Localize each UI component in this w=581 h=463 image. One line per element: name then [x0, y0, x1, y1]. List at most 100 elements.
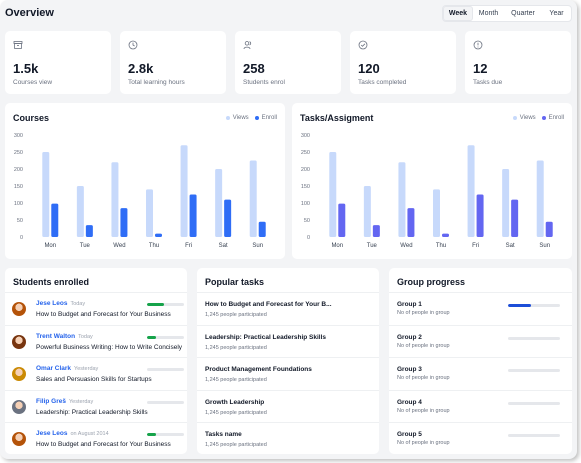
- student-name[interactable]: Jese Leos on August 2014: [36, 430, 109, 437]
- student-time: Today: [78, 333, 93, 340]
- student-course: How to Budget and Forecast for Your Busi…: [36, 311, 171, 318]
- bar-views[interactable]: [502, 169, 510, 237]
- bar-views[interactable]: [146, 189, 153, 237]
- y-tick-label: 150: [14, 184, 23, 190]
- student-name-text: Jese Leos: [36, 300, 68, 307]
- task-name: Leadership: Practical Leadership Skills: [205, 333, 327, 341]
- student-course: Powerful Business Writing: How to Write …: [36, 343, 183, 351]
- bar-views[interactable]: [215, 169, 223, 237]
- student-row[interactable]: Omar Clark Yesterday Sales and Persuasion …: [5, 357, 187, 390]
- bar-enroll[interactable]: [258, 221, 266, 237]
- student-row[interactable]: Trent Walton Today Powerful Business Writi…: [5, 324, 187, 358]
- bar-enroll[interactable]: [155, 233, 162, 237]
- stat-card-students-enrol: 258 Students enrol: [235, 31, 341, 94]
- tab-year[interactable]: Year: [549, 10, 564, 17]
- legend-item-views[interactable]: Views: [225, 115, 249, 121]
- stat-label: Courses view: [13, 79, 53, 86]
- stat-label: Students enrol: [243, 79, 285, 86]
- student-progress-fill: [147, 303, 164, 306]
- bar-enroll[interactable]: [442, 233, 449, 237]
- task-name: Product Management Foundations: [205, 366, 312, 373]
- group-meta: No of people in group: [397, 407, 450, 414]
- bar-views[interactable]: [433, 189, 440, 237]
- student-name[interactable]: Trent Walton Today: [36, 333, 93, 340]
- y-tick-label: 200: [14, 167, 23, 173]
- bar-enroll[interactable]: [511, 199, 519, 237]
- y-tick-label: 50: [304, 218, 310, 224]
- group-progress-bar: [508, 369, 560, 372]
- bar-views[interactable]: [329, 152, 337, 237]
- student-row[interactable]: Jese Leos on August 2014 How to Budget and…: [5, 422, 187, 454]
- bar-enroll[interactable]: [338, 203, 346, 237]
- x-tick-label: Wed: [400, 243, 412, 249]
- bar-enroll[interactable]: [476, 194, 484, 238]
- group-row[interactable]: Group 1 No of people in group: [389, 292, 572, 325]
- bar-views[interactable]: [536, 160, 544, 238]
- bar-views[interactable]: [111, 162, 119, 237]
- group-row[interactable]: Group 5 No of people in group: [389, 422, 572, 454]
- bar-enroll[interactable]: [372, 225, 380, 237]
- task-row[interactable]: Growth Leadership 1,245 people participat…: [197, 389, 379, 423]
- archive-icon: [13, 41, 23, 49]
- bar-views[interactable]: [398, 162, 406, 237]
- group-row[interactable]: Group 3 No of people in group: [389, 357, 572, 390]
- x-tick-label: Thu: [149, 243, 159, 249]
- bar-enroll[interactable]: [407, 208, 415, 237]
- group-row[interactable]: Group 2 No of people in group: [389, 324, 572, 358]
- group-name: Group 1: [397, 301, 422, 308]
- bar-enroll[interactable]: [85, 225, 93, 237]
- y-tick-label: 250: [14, 150, 23, 156]
- task-row[interactable]: Leadership: Practical Leadership Skills 1…: [197, 324, 379, 358]
- tab-quarter[interactable]: Quarter: [511, 10, 535, 17]
- bar-views[interactable]: [42, 152, 50, 237]
- student-time: on August 2014: [70, 431, 109, 437]
- student-name[interactable]: Jese Leos Today: [36, 300, 85, 307]
- stat-label: Tasks completed: [358, 79, 407, 86]
- bar-views[interactable]: [363, 186, 371, 237]
- bar-enroll[interactable]: [545, 221, 553, 237]
- stat-value: 120: [358, 61, 380, 76]
- task-row[interactable]: How to Budget and Forecast for Your B...…: [197, 292, 379, 325]
- users-icon: [243, 41, 252, 50]
- x-tick-label: Fri: [185, 243, 192, 249]
- legend-item-enroll[interactable]: Enroll: [254, 115, 277, 121]
- group-progress-bar: [508, 336, 560, 340]
- chart-title: Courses: [13, 113, 50, 123]
- group-progress-bar: [508, 434, 560, 437]
- bar-views[interactable]: [467, 145, 475, 237]
- task-row[interactable]: Tasks name 1,245 people participated: [197, 422, 379, 454]
- tab-week[interactable]: Week: [443, 6, 473, 21]
- chart-legend: Views Enroll: [225, 115, 277, 121]
- task-row[interactable]: Product Management Foundations 1,245 peop…: [197, 357, 379, 390]
- x-tick-label: Mon: [331, 243, 343, 249]
- bar-enroll[interactable]: [51, 203, 59, 237]
- stat-card-courses-view: 1.5k Courses view: [5, 31, 111, 94]
- tab-month[interactable]: Month: [478, 10, 499, 17]
- task-participants: 1,245 people participated: [205, 312, 267, 318]
- alert-circle-icon: [473, 40, 483, 50]
- bar-enroll[interactable]: [189, 194, 197, 238]
- student-row[interactable]: Jese Leos Today How to Budget and Forecast…: [5, 292, 187, 325]
- group-row[interactable]: Group 4 No of people in group: [389, 389, 572, 423]
- legend-item-views[interactable]: Views: [512, 115, 536, 121]
- bar-views[interactable]: [76, 186, 84, 237]
- task-name: Tasks name: [205, 431, 242, 438]
- bar-views[interactable]: [249, 160, 257, 238]
- courses-bar-chart: 0 50 100 150 200 250 300 Mon Tue Wed Thu Fri Sat Sun: [14, 133, 266, 249]
- legend-dot: [225, 116, 230, 120]
- legend-label: Enroll: [548, 115, 564, 121]
- bar-views[interactable]: [180, 145, 188, 237]
- avatar: [12, 399, 26, 414]
- bar-enroll[interactable]: [120, 208, 128, 237]
- student-name[interactable]: Omar Clark Yesterday: [36, 365, 98, 372]
- student-progress-bar: [147, 400, 184, 404]
- stat-label: Tasks due: [473, 79, 503, 86]
- legend-item-enroll[interactable]: Enroll: [541, 115, 564, 121]
- legend-dot: [512, 116, 517, 120]
- legend-label: Views: [232, 115, 249, 121]
- tasks-chart-card: Tasks/Assigment Views Enroll 0 50 100 150 20…: [292, 103, 572, 259]
- student-name[interactable]: Filip Greš Yesterday: [36, 398, 93, 405]
- bar-enroll[interactable]: [224, 199, 232, 237]
- student-row[interactable]: Filip Greš Yesterday Leadership: Practical…: [5, 389, 187, 423]
